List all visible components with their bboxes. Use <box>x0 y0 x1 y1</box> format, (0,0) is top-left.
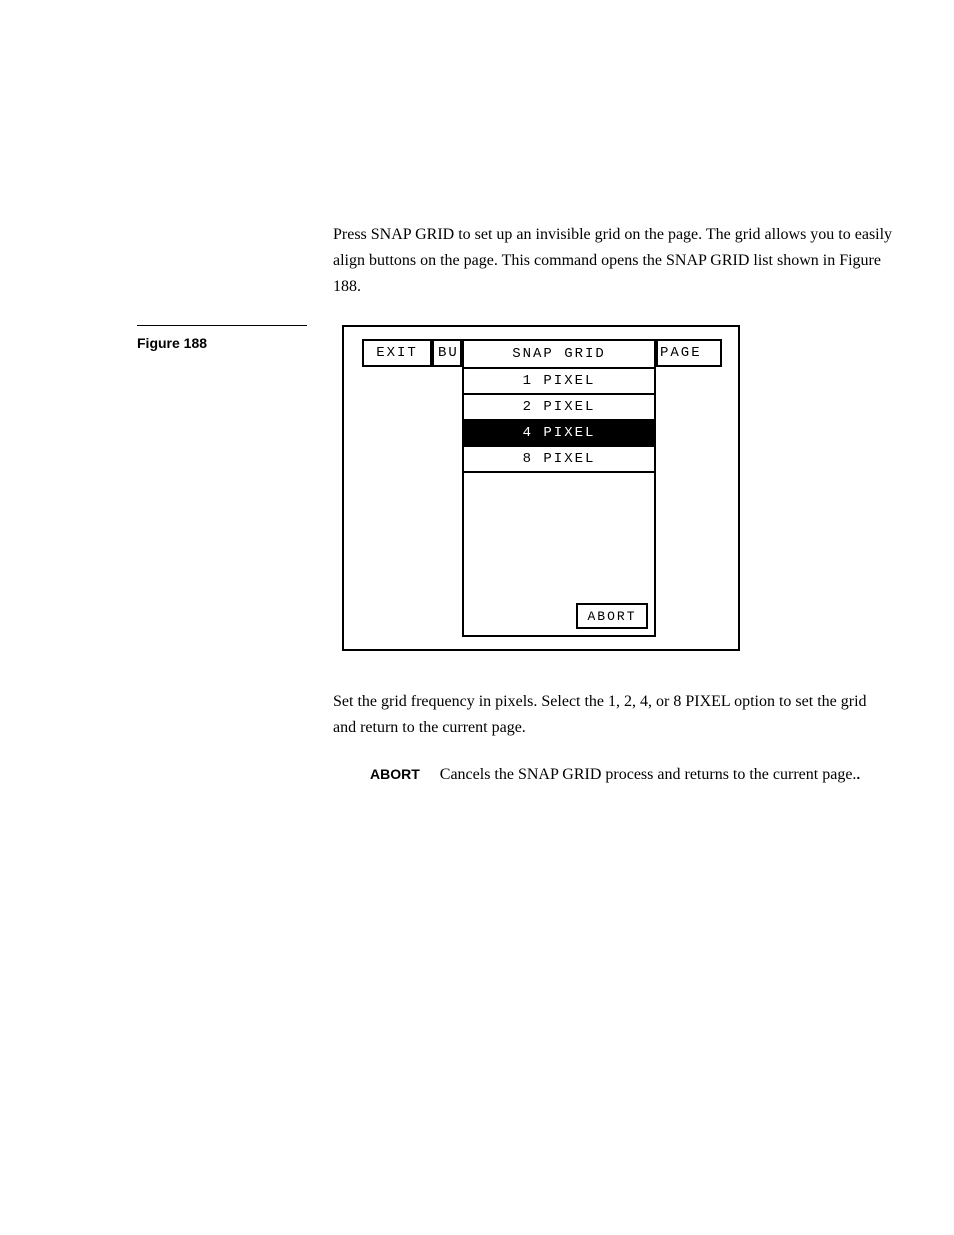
snap-grid-list: SNAP GRID 1 PIXEL 2 PIXEL 4 PIXEL 8 PIXE… <box>462 339 656 637</box>
figure-rule <box>137 325 307 326</box>
list-item-8-pixel[interactable]: 8 PIXEL <box>464 447 654 473</box>
page-button-truncated[interactable]: PAGE <box>656 339 722 367</box>
list-item-2-pixel[interactable]: 2 PIXEL <box>464 395 654 421</box>
bu-button-truncated[interactable]: BU <box>432 339 462 367</box>
exit-button[interactable]: EXIT <box>362 339 432 367</box>
abort-description: Cancels the SNAP GRID process and return… <box>440 766 857 783</box>
list-item-4-pixel[interactable]: 4 PIXEL <box>464 421 654 447</box>
post-paragraph: Set the grid frequency in pixels. Select… <box>333 689 893 741</box>
document-page: Press SNAP GRID to set up an invisible g… <box>0 0 954 1235</box>
list-item-1-pixel[interactable]: 1 PIXEL <box>464 369 654 395</box>
screen-inner: EXIT BU SNAP GRID 1 PIXEL 2 PIXEL 4 PIXE… <box>344 327 738 649</box>
abort-button[interactable]: ABORT <box>576 603 648 629</box>
intro-paragraph: Press SNAP GRID to set up an invisible g… <box>333 222 893 300</box>
snap-grid-screen: EXIT BU SNAP GRID 1 PIXEL 2 PIXEL 4 PIXE… <box>342 325 740 651</box>
list-title: SNAP GRID <box>464 341 654 369</box>
abort-definition: ABORT Cancels the SNAP GRID process and … <box>370 761 900 788</box>
abort-term: ABORT <box>370 766 420 782</box>
figure-label: Figure 188 <box>137 335 207 351</box>
